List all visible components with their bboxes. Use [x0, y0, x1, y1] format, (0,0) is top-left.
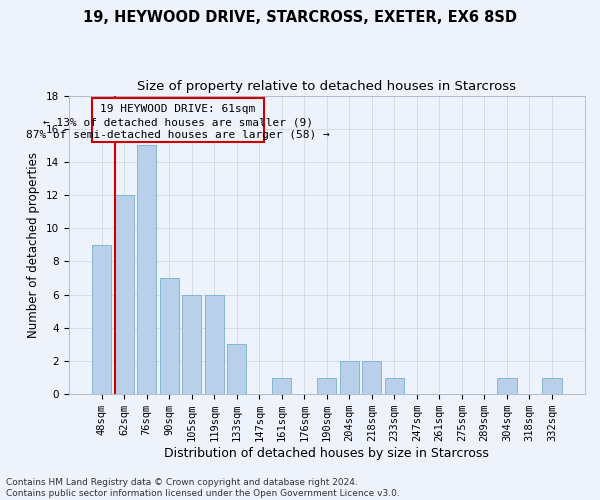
Bar — [92, 245, 111, 394]
Text: 19, HEYWOOD DRIVE, STARCROSS, EXETER, EX6 8SD: 19, HEYWOOD DRIVE, STARCROSS, EXETER, EX… — [83, 10, 517, 25]
Bar — [182, 294, 202, 394]
Bar — [137, 146, 157, 394]
Bar — [160, 278, 179, 394]
Bar — [497, 378, 517, 394]
Text: ← 13% of detached houses are smaller (9): ← 13% of detached houses are smaller (9) — [43, 117, 313, 127]
Bar — [340, 361, 359, 394]
FancyBboxPatch shape — [92, 98, 264, 142]
Bar — [385, 378, 404, 394]
Bar — [115, 195, 134, 394]
Bar — [205, 294, 224, 394]
Bar — [362, 361, 382, 394]
X-axis label: Distribution of detached houses by size in Starcross: Distribution of detached houses by size … — [164, 447, 489, 460]
Text: 87% of semi-detached houses are larger (58) →: 87% of semi-detached houses are larger (… — [26, 130, 329, 140]
Title: Size of property relative to detached houses in Starcross: Size of property relative to detached ho… — [137, 80, 517, 93]
Bar — [542, 378, 562, 394]
Text: Contains HM Land Registry data © Crown copyright and database right 2024.
Contai: Contains HM Land Registry data © Crown c… — [6, 478, 400, 498]
Bar — [272, 378, 292, 394]
Bar — [317, 378, 337, 394]
Bar — [227, 344, 247, 394]
Text: 19 HEYWOOD DRIVE: 61sqm: 19 HEYWOOD DRIVE: 61sqm — [100, 104, 256, 114]
Y-axis label: Number of detached properties: Number of detached properties — [27, 152, 40, 338]
